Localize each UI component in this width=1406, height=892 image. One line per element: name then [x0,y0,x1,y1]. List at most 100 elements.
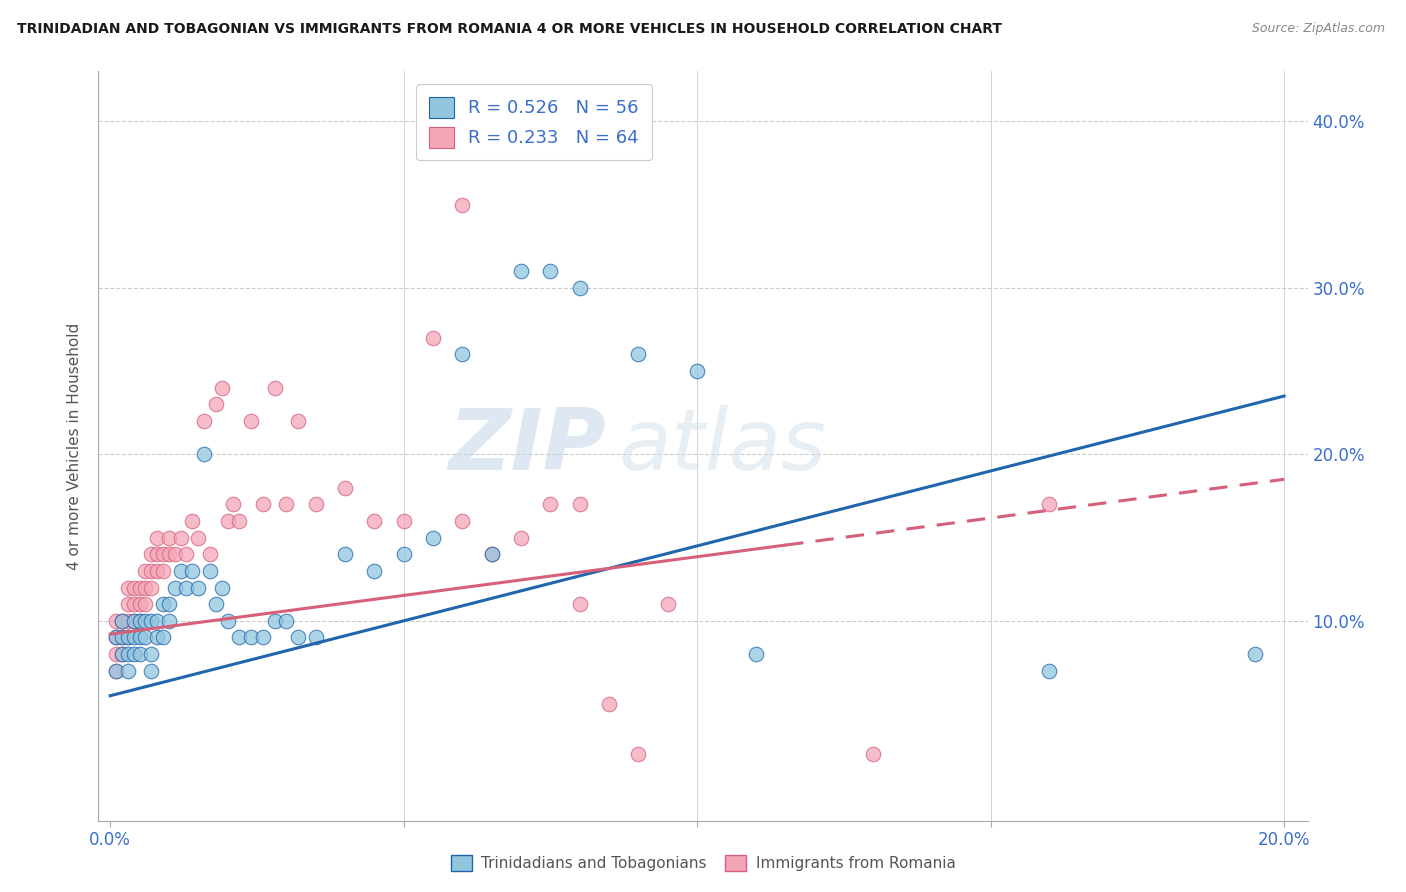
Point [363,514,385,528]
Point [287,414,309,428]
Point [181,564,204,578]
Point [193,414,215,428]
Point [134,564,156,578]
Point [228,631,250,645]
Point [105,664,128,678]
Point [111,647,134,661]
Point [422,331,444,345]
Point [146,614,169,628]
Point [105,614,128,628]
Point [122,614,145,628]
Point [169,531,191,545]
Point [217,514,239,528]
Point [128,597,150,611]
Point [510,264,533,278]
Point [176,547,198,561]
Text: atlas: atlas [619,404,827,488]
Point [134,581,156,595]
Point [252,497,274,511]
Point [276,614,298,628]
Point [333,481,356,495]
Point [157,531,180,545]
Point [598,697,620,711]
Point [134,597,156,611]
Point [152,564,174,578]
Point [1243,647,1265,661]
Point [304,631,326,645]
Point [169,564,191,578]
Point [263,381,285,395]
Point [111,614,134,628]
Point [105,647,128,661]
Point [287,631,309,645]
Point [240,631,263,645]
Point [141,547,163,561]
Point [333,547,356,561]
Point [198,547,221,561]
Point [510,531,533,545]
Point [111,614,134,628]
Point [187,581,209,595]
Text: TRINIDADIAN AND TOBAGONIAN VS IMMIGRANTS FROM ROMANIA 4 OR MORE VEHICLES IN HOUS: TRINIDADIAN AND TOBAGONIAN VS IMMIGRANTS… [17,22,1002,37]
Point [157,597,180,611]
Point [117,581,139,595]
Point [122,647,145,661]
Point [111,631,134,645]
Point [538,264,561,278]
Point [222,497,245,511]
Point [657,597,679,611]
Point [1038,497,1060,511]
Point [392,514,415,528]
Point [111,647,134,661]
Point [481,547,503,561]
Point [141,614,163,628]
Point [146,564,169,578]
Point [117,647,139,661]
Point [117,597,139,611]
Point [128,647,150,661]
Point [181,514,204,528]
Point [163,547,186,561]
Legend: Trinidadians and Tobagonians, Immigrants from Romania: Trinidadians and Tobagonians, Immigrants… [444,849,962,877]
Point [128,631,150,645]
Point [141,664,163,678]
Point [204,597,226,611]
Point [141,581,163,595]
Point [211,581,233,595]
Point [141,647,163,661]
Point [627,347,650,361]
Point [240,414,263,428]
Point [204,397,226,411]
Point [451,514,474,528]
Point [568,497,591,511]
Point [152,547,174,561]
Point [163,581,186,595]
Point [862,747,884,761]
Point [538,497,561,511]
Text: ZIP: ZIP [449,404,606,488]
Point [217,614,239,628]
Point [117,631,139,645]
Point [568,597,591,611]
Point [211,381,233,395]
Point [111,631,134,645]
Point [198,564,221,578]
Point [157,614,180,628]
Point [128,614,150,628]
Legend: R = 0.526   N = 56, R = 0.233   N = 64: R = 0.526 N = 56, R = 0.233 N = 64 [416,84,651,161]
Point [228,514,250,528]
Point [451,347,474,361]
Point [146,547,169,561]
Point [146,531,169,545]
Point [252,631,274,645]
Point [128,614,150,628]
Point [392,547,415,561]
Point [152,631,174,645]
Text: Source: ZipAtlas.com: Source: ZipAtlas.com [1251,22,1385,36]
Point [568,281,591,295]
Point [128,581,150,595]
Point [627,747,650,761]
Point [122,581,145,595]
Point [134,614,156,628]
Point [451,197,474,211]
